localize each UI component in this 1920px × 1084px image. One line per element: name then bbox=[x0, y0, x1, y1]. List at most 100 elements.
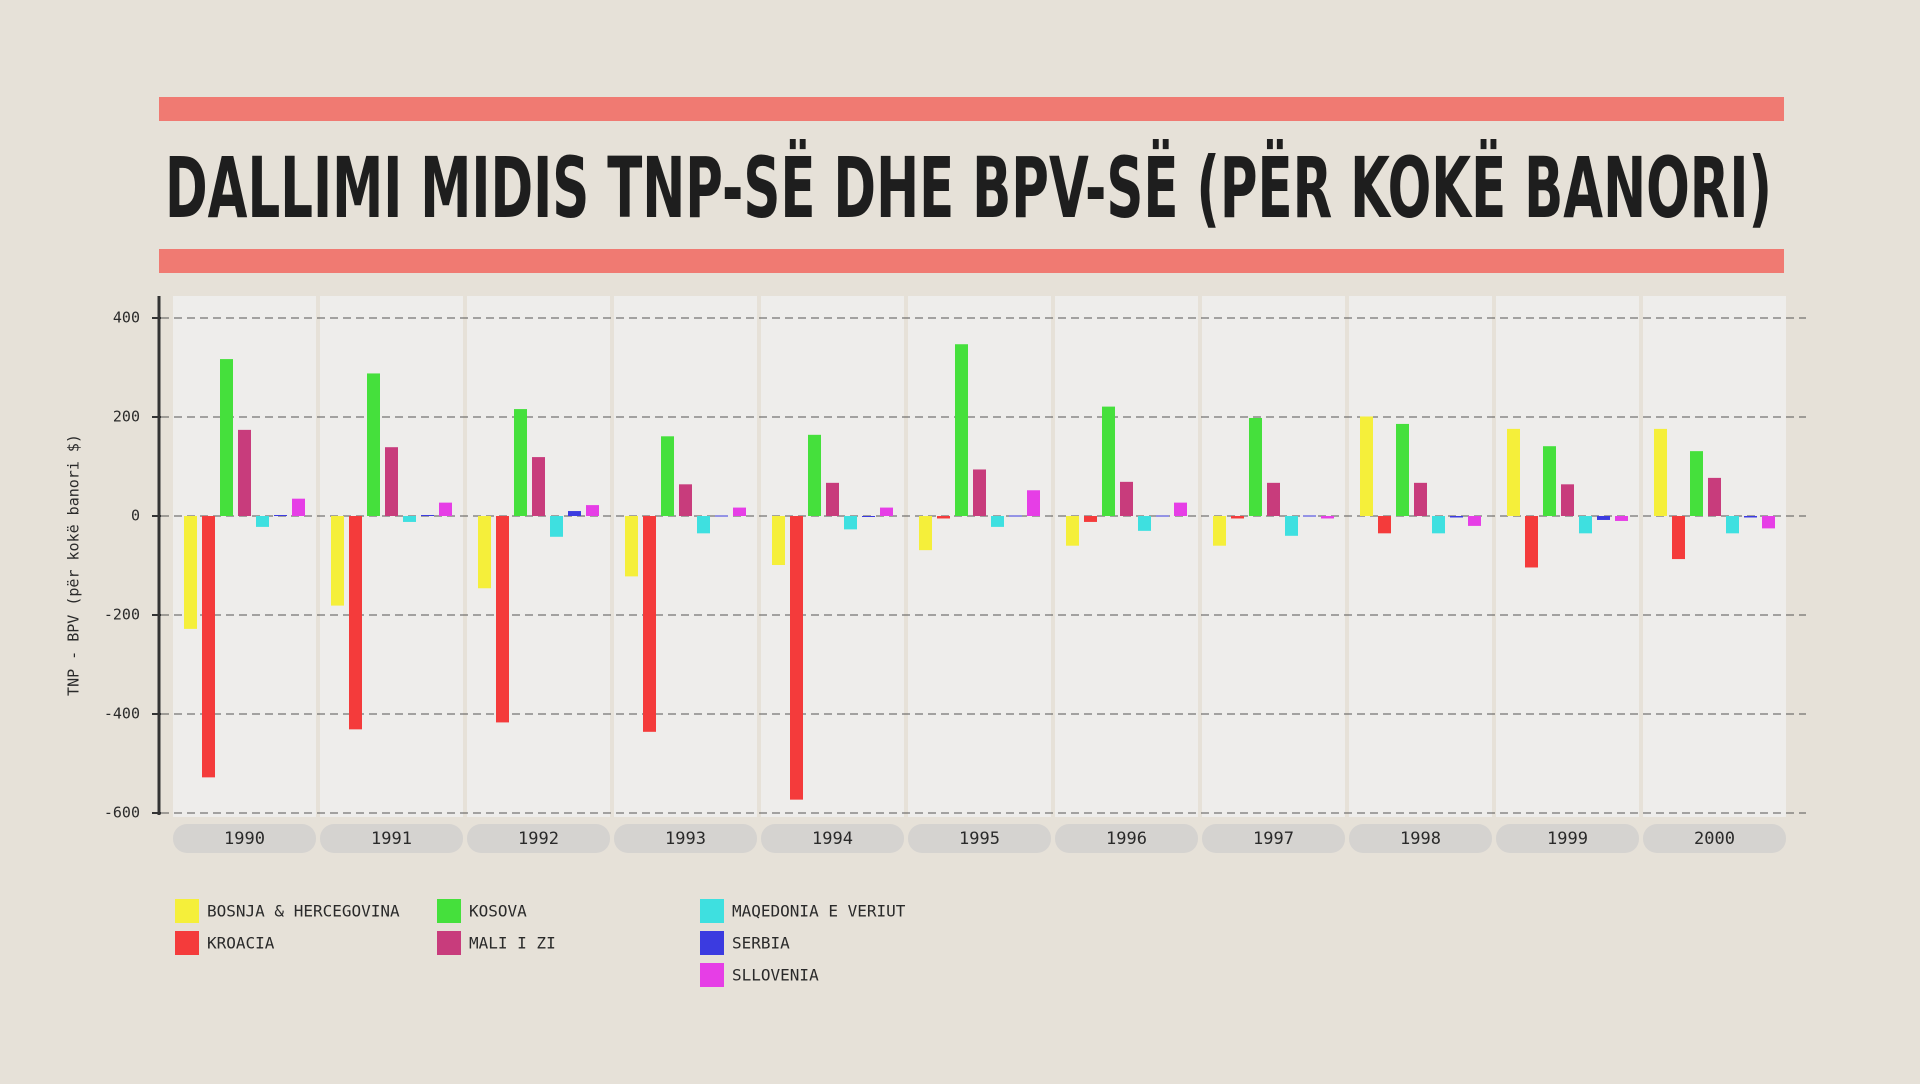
bar bbox=[202, 516, 215, 778]
bar bbox=[880, 507, 893, 516]
x-tick-label: 1991 bbox=[371, 829, 412, 849]
bar bbox=[1654, 428, 1667, 516]
bar bbox=[919, 516, 932, 551]
bar bbox=[367, 373, 380, 516]
bar bbox=[1396, 423, 1409, 516]
bar bbox=[1066, 516, 1079, 546]
legend-label: MAQEDONIA E VERIUT bbox=[732, 902, 906, 921]
bar bbox=[808, 434, 821, 516]
bar bbox=[679, 484, 692, 516]
bar bbox=[1597, 516, 1610, 520]
legend-swatch bbox=[175, 899, 199, 923]
x-tick-label: 1996 bbox=[1106, 829, 1147, 849]
bar bbox=[1231, 516, 1244, 519]
bar bbox=[1507, 428, 1520, 516]
bar bbox=[1378, 516, 1391, 534]
bar bbox=[844, 516, 857, 530]
bar bbox=[1360, 416, 1373, 516]
y-tick-label: -200 bbox=[104, 606, 140, 624]
legend-label: KROACIA bbox=[207, 934, 275, 953]
bar bbox=[991, 516, 1004, 527]
x-tick-label: 1990 bbox=[224, 829, 265, 849]
x-tick-label: 1999 bbox=[1547, 829, 1588, 849]
panel bbox=[1496, 296, 1639, 817]
legend-label: BOSNJA & HERCEGOVINA bbox=[207, 902, 400, 921]
bar bbox=[403, 516, 416, 522]
category-pill bbox=[1643, 824, 1786, 853]
bar bbox=[826, 482, 839, 516]
bar bbox=[1414, 482, 1427, 516]
legend-swatch bbox=[437, 899, 461, 923]
y-tick-label: -600 bbox=[104, 804, 140, 822]
category-pill bbox=[614, 824, 757, 853]
bar bbox=[1762, 516, 1775, 529]
bar bbox=[1450, 516, 1463, 518]
bar bbox=[955, 344, 968, 516]
bar bbox=[238, 429, 251, 516]
bar bbox=[184, 516, 197, 629]
x-tick-label: 2000 bbox=[1694, 829, 1735, 849]
bar bbox=[1690, 451, 1703, 516]
y-tick-label: 400 bbox=[113, 309, 140, 327]
bar bbox=[1672, 516, 1685, 560]
bar bbox=[292, 498, 305, 516]
panel bbox=[908, 296, 1051, 817]
bar bbox=[1615, 516, 1628, 521]
legend-label: MALI I ZI bbox=[469, 934, 556, 953]
bar bbox=[1102, 406, 1115, 516]
bar bbox=[1174, 502, 1187, 516]
bar bbox=[1009, 515, 1022, 517]
bar bbox=[532, 457, 545, 516]
bar bbox=[643, 516, 656, 732]
y-tick-label: -400 bbox=[104, 705, 140, 723]
bar bbox=[478, 516, 491, 589]
bar bbox=[661, 436, 674, 516]
bar bbox=[790, 516, 803, 800]
bar bbox=[514, 409, 527, 516]
bar bbox=[1213, 516, 1226, 546]
bar bbox=[1543, 446, 1556, 516]
panel bbox=[1349, 296, 1492, 817]
category-pill bbox=[908, 824, 1051, 853]
bar bbox=[1525, 516, 1538, 568]
x-tick-label: 1998 bbox=[1400, 829, 1441, 849]
bar bbox=[439, 502, 452, 516]
legend-swatch bbox=[700, 931, 724, 955]
bar bbox=[550, 516, 563, 537]
bar bbox=[937, 516, 950, 519]
bar bbox=[496, 516, 509, 723]
legend-swatch bbox=[437, 931, 461, 955]
chart-title: DALLIMI MIDIS TNP-SË DHE BPV-SË (PËR KOK… bbox=[165, 139, 1772, 237]
bar bbox=[1579, 516, 1592, 534]
x-tick-label: 1997 bbox=[1253, 829, 1294, 849]
x-tick-label: 1994 bbox=[812, 829, 853, 849]
bar bbox=[1156, 515, 1169, 517]
x-tick-label: 1995 bbox=[959, 829, 1000, 849]
panel bbox=[1643, 296, 1786, 817]
category-pill bbox=[467, 824, 610, 853]
legend-label: SERBIA bbox=[732, 934, 790, 953]
bar bbox=[1744, 516, 1757, 518]
bar bbox=[421, 515, 434, 517]
bar bbox=[1138, 516, 1151, 531]
legend-swatch bbox=[700, 963, 724, 987]
category-pill bbox=[1055, 824, 1198, 853]
legend-label: SLLOVENIA bbox=[732, 966, 819, 985]
legend-label: KOSOVA bbox=[469, 902, 527, 921]
bar bbox=[331, 516, 344, 606]
bar bbox=[1726, 516, 1739, 534]
y-axis-label: TNP - BPV (për kokë banori $) bbox=[65, 434, 83, 696]
bar bbox=[697, 516, 710, 534]
panel bbox=[1202, 296, 1345, 817]
bar bbox=[274, 515, 287, 517]
bar bbox=[1561, 484, 1574, 516]
bar bbox=[1321, 516, 1334, 519]
bar bbox=[349, 516, 362, 730]
bar bbox=[1249, 417, 1262, 516]
bar bbox=[1285, 516, 1298, 536]
bar bbox=[625, 516, 638, 577]
title-stripe bbox=[159, 97, 1784, 121]
bar bbox=[1468, 516, 1481, 526]
bar bbox=[862, 516, 875, 517]
legend-swatch bbox=[700, 899, 724, 923]
